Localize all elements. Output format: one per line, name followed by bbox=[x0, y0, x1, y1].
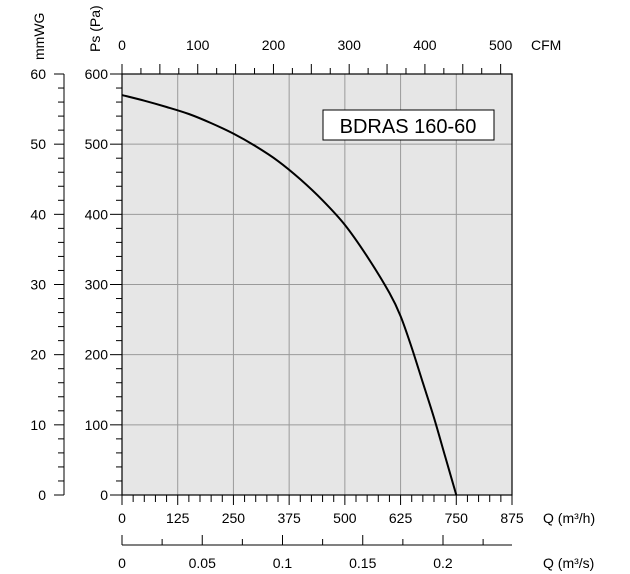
q-m3h-tick-label: 125 bbox=[166, 510, 190, 526]
ps-tick-label: 400 bbox=[85, 206, 109, 222]
q-m3h-axis-title: Q (m³/h) bbox=[543, 510, 595, 526]
ps-axis-title: Ps (Pa) bbox=[87, 5, 103, 52]
q-m3h-tick-label: 750 bbox=[445, 510, 469, 526]
cfm-axis-title: CFM bbox=[531, 37, 561, 53]
ps-tick-label: 0 bbox=[100, 487, 108, 503]
model-label-box: BDRAS 160-60 bbox=[322, 109, 495, 141]
model-label-frame bbox=[322, 109, 495, 141]
cfm-tick-label: 500 bbox=[489, 37, 513, 53]
mmwg-tick-label: 50 bbox=[30, 136, 46, 152]
q-m3s-tick-label: 0.2 bbox=[433, 555, 453, 571]
ps-tick-label: 600 bbox=[85, 66, 109, 82]
ps-tick-label: 500 bbox=[85, 136, 109, 152]
cfm-tick-label: 300 bbox=[338, 37, 362, 53]
q-m3h-tick-label: 0 bbox=[118, 510, 126, 526]
q-m3h-tick-label: 250 bbox=[222, 510, 246, 526]
performance-curve bbox=[121, 94, 458, 496]
mmwg-tick-label: 60 bbox=[30, 66, 46, 82]
cfm-tick-label: 200 bbox=[262, 37, 286, 53]
chart-title: BDRAS 160-60 bbox=[340, 116, 477, 138]
mmwg-tick-label: 10 bbox=[30, 417, 46, 433]
mmwg-tick-label: 40 bbox=[30, 206, 46, 222]
q-m3s-axis-title: Q (m³/s) bbox=[543, 555, 594, 571]
q-m3s-tick-label: 0 bbox=[118, 555, 126, 571]
ps-tick-label: 200 bbox=[85, 347, 109, 363]
ps-tick-label: 300 bbox=[85, 277, 109, 293]
q-m3h-tick-label: 625 bbox=[389, 510, 413, 526]
q-m3s-tick-label: 0.15 bbox=[349, 555, 376, 571]
ps-tick-label: 100 bbox=[85, 417, 109, 433]
q-m3h-tick-label: 375 bbox=[277, 510, 301, 526]
mmwg-tick-label: 20 bbox=[30, 347, 46, 363]
axes bbox=[54, 64, 513, 546]
mmwg-axis-title: mmWG bbox=[31, 13, 47, 60]
axis-labels: 0 125 250 375 500 625 750 875 Q (m³/h)0 0.05 0.1 0.… bbox=[30, 5, 595, 571]
q-m3s-tick-label: 0.05 bbox=[189, 555, 216, 571]
cfm-tick-label: 0 bbox=[118, 37, 126, 53]
q-m3s-tick-label: 0.1 bbox=[273, 555, 293, 571]
q-m3h-tick-label: 875 bbox=[500, 510, 524, 526]
mmwg-tick-label: 0 bbox=[38, 487, 46, 503]
q-m3h-tick-label: 500 bbox=[333, 510, 357, 526]
mmwg-tick-label: 30 bbox=[30, 277, 46, 293]
grid-lines bbox=[122, 74, 512, 495]
cfm-tick-label: 100 bbox=[186, 37, 210, 53]
cfm-tick-label: 400 bbox=[413, 37, 437, 53]
